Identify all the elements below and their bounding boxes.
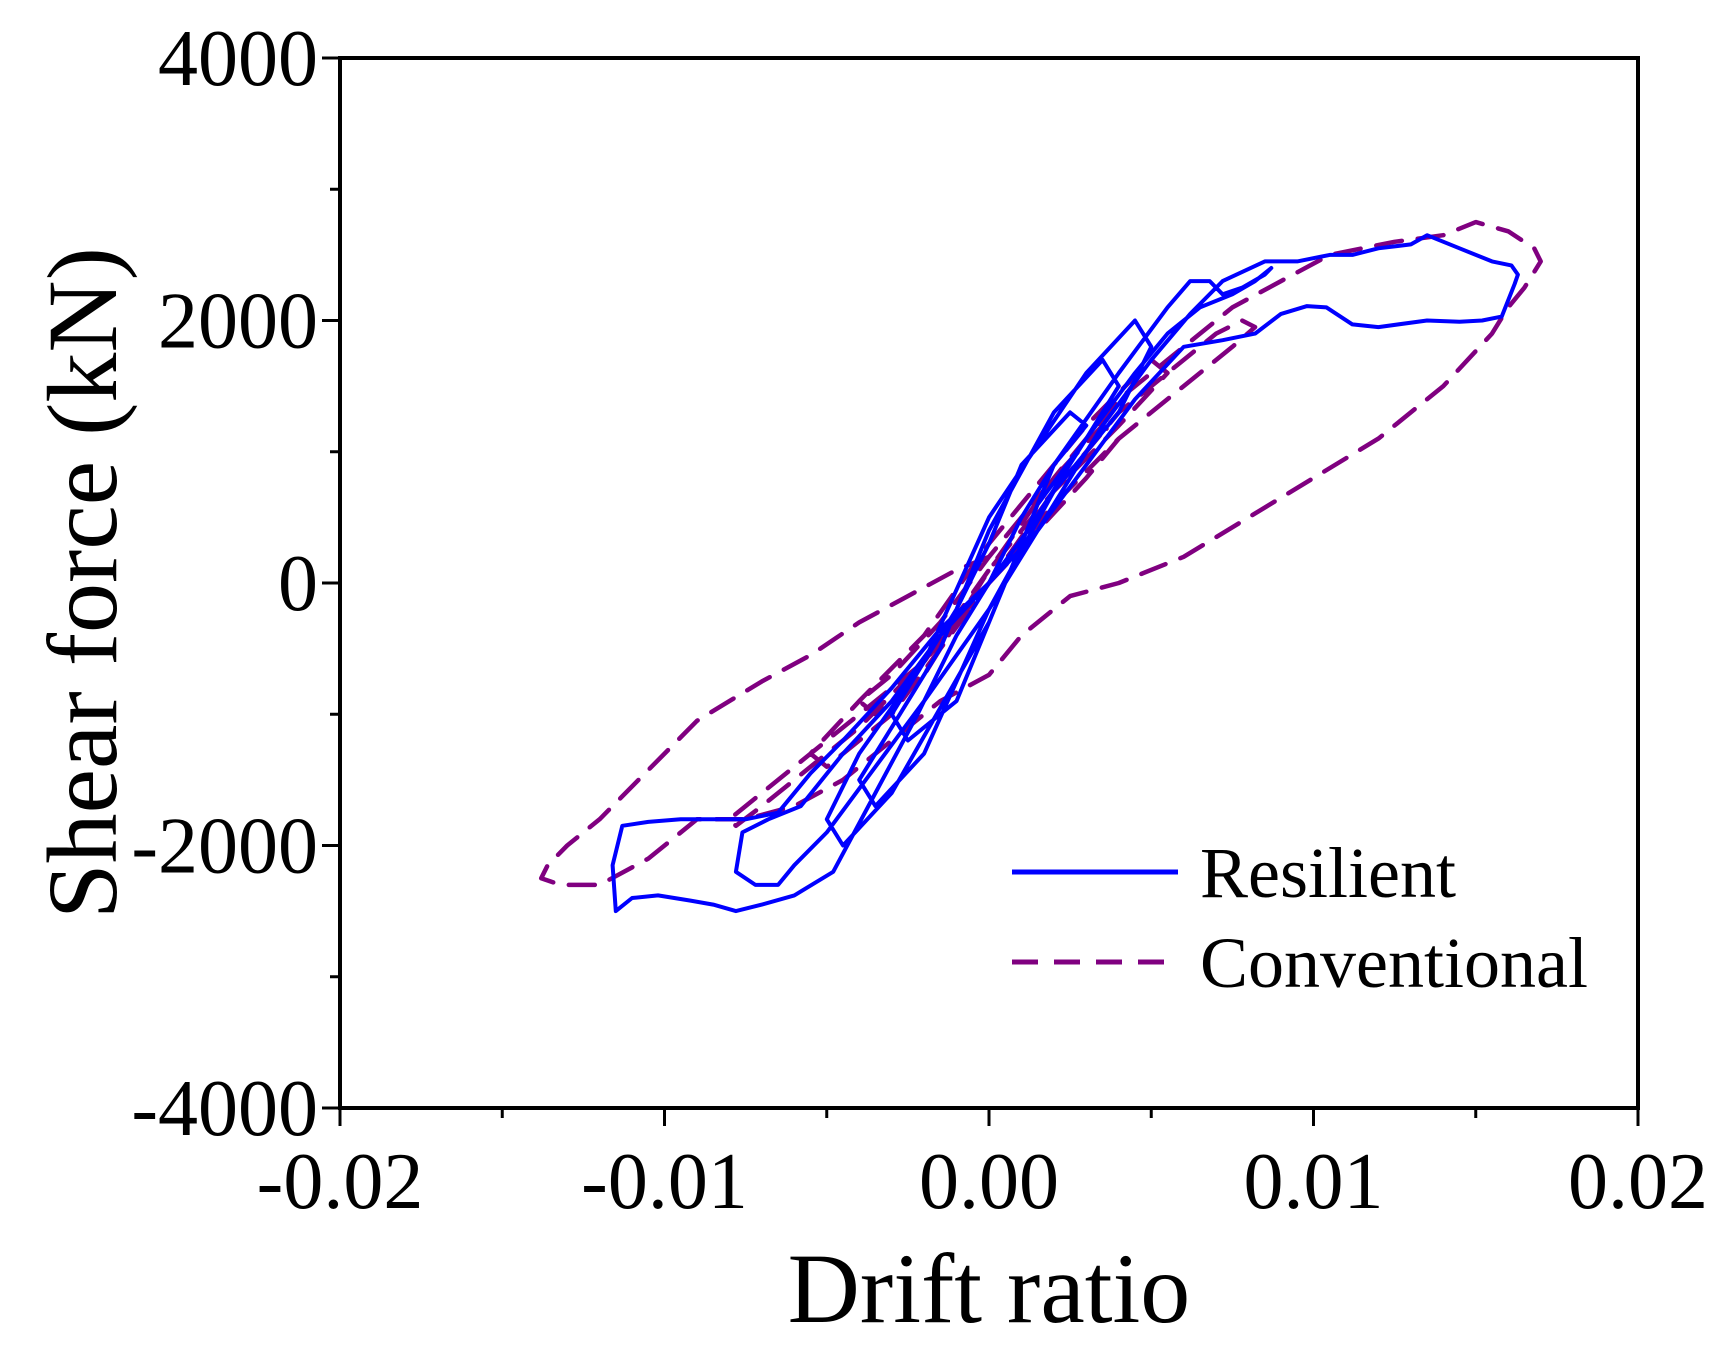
y-tick-label: 0 — [278, 540, 318, 628]
x-tick-label: 0.02 — [1568, 1138, 1708, 1226]
x-tick-label: 0.01 — [1244, 1138, 1384, 1226]
x-tick-label: 0.00 — [919, 1138, 1059, 1226]
y-tick-label: -4000 — [131, 1065, 318, 1153]
series-conventional-line — [538, 219, 1543, 888]
x-tick-label: -0.02 — [257, 1138, 424, 1226]
ticks-layer — [322, 56, 1640, 1126]
legend-label-resilient: Resilient — [1200, 833, 1456, 913]
legend-label-conventional: Conventional — [1200, 923, 1588, 1003]
series-resilient-line — [610, 233, 1520, 914]
legend: Resilient Conventional — [1012, 833, 1588, 1003]
x-axis-title: Drift ratio — [788, 1233, 1191, 1344]
series-layer — [538, 219, 1543, 914]
labels-layer: -0.02 -0.01 0.00 0.01 0.02 -4000 -2000 0 2000 400… — [131, 15, 1708, 1226]
y-tick-label: 2000 — [158, 278, 318, 366]
y-tick-label: 4000 — [158, 15, 318, 103]
y-tick-label: -2000 — [131, 803, 318, 891]
y-axis-title: Shear force (kN) — [27, 247, 138, 919]
x-tick-label: -0.01 — [581, 1138, 748, 1226]
